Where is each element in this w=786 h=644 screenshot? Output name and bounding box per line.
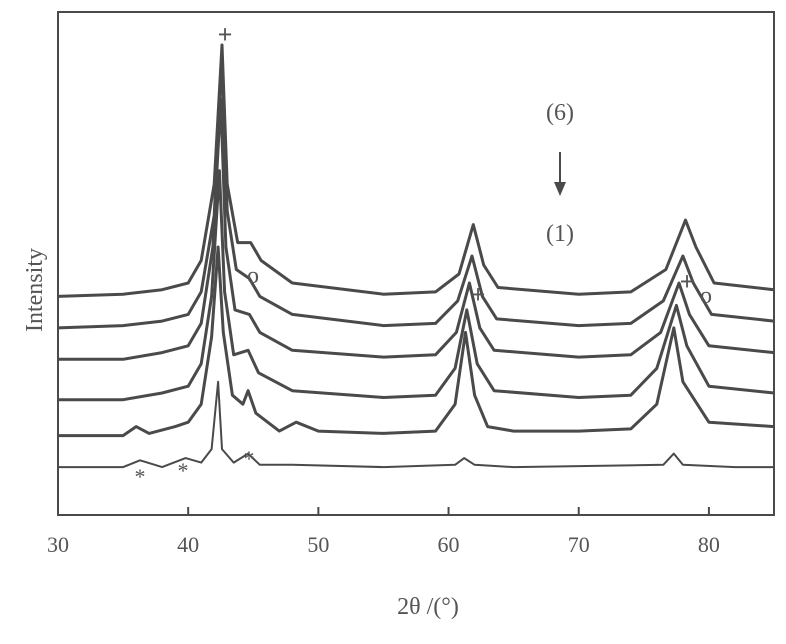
series-line-3 [58,169,775,402]
x-tick-label-3: 60 [438,532,460,557]
series-line-5 [57,57,775,330]
x-axis: 30 40 50 60 70 80 [47,507,720,557]
x-tick-label-4: 70 [568,532,590,557]
plus-mark-1: + [218,20,233,49]
x-axis-label: 2θ /(°) [397,594,459,620]
series-group [57,43,775,469]
series-line-4 [58,97,775,361]
circle-mark-2: o [700,283,712,309]
y-axis-label: Intensity [22,248,48,332]
series-line-1 [58,380,774,469]
star-mark-1: * [135,464,146,489]
order-label-bottom: (1) [546,221,574,247]
series-line-2 [58,245,775,438]
x-tick-label-2: 50 [307,532,329,557]
circle-mark-1: o [247,263,259,289]
plus-mark-3: + [680,267,695,296]
series-line-6 [57,43,775,298]
plot-frame [57,11,775,516]
x-tick-label-5: 80 [698,532,720,557]
x-tick-label-0: 30 [47,532,69,557]
star-mark-2: * [178,458,189,483]
plus-mark-2: + [471,280,486,309]
star-mark-3: * [244,446,255,471]
order-arrow-head [554,182,566,196]
x-tick-label-1: 40 [177,532,199,557]
order-label-top: (6) [546,100,574,126]
